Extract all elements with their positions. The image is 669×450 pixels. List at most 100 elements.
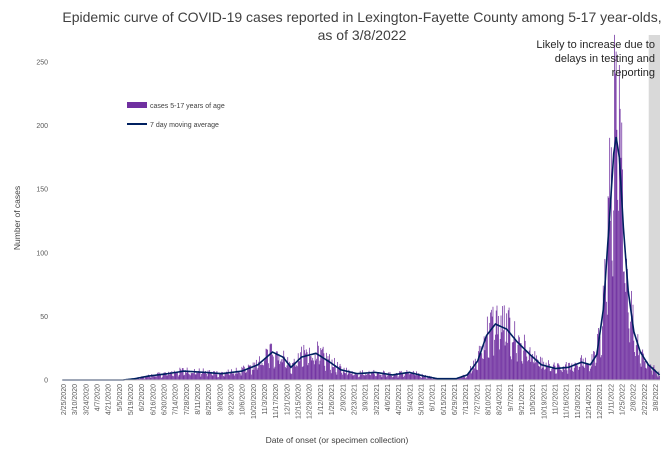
daily-case-bar — [612, 276, 614, 380]
daily-case-bar — [304, 350, 306, 380]
daily-case-bar — [627, 312, 629, 380]
daily-case-bar — [492, 306, 494, 380]
x-tick-label: 2/23/2021 — [351, 384, 358, 415]
daily-case-bar — [175, 372, 177, 380]
daily-case-bar — [281, 362, 283, 380]
x-tick-label: 9/21/2021 — [519, 384, 526, 415]
daily-case-bar — [344, 372, 346, 380]
daily-case-bar — [290, 373, 292, 380]
daily-case-bar — [318, 364, 320, 380]
daily-case-bar — [482, 358, 484, 380]
daily-case-bar — [349, 372, 351, 380]
daily-case-bar — [379, 374, 380, 380]
daily-case-bar — [483, 336, 485, 380]
daily-case-bar — [481, 353, 483, 380]
daily-case-bar — [323, 353, 325, 380]
daily-case-bar — [641, 351, 643, 380]
daily-case-bar — [417, 373, 419, 380]
x-tick-label: 10/6/2020 — [240, 384, 247, 415]
daily-case-bar — [567, 373, 569, 380]
daily-case-bar — [272, 356, 274, 380]
daily-case-bar — [306, 352, 308, 380]
daily-case-bar — [533, 363, 535, 380]
x-tick-label: 7/14/2020 — [173, 384, 180, 415]
daily-case-bar — [465, 378, 466, 380]
daily-case-bar — [335, 372, 337, 380]
daily-case-bar — [218, 377, 219, 380]
daily-case-bar — [516, 361, 518, 380]
daily-case-bar — [229, 375, 231, 380]
x-tick-label: 9/22/2020 — [229, 384, 236, 415]
incomplete-data-shade — [648, 35, 660, 380]
daily-case-bar — [635, 356, 636, 380]
daily-case-bar — [342, 371, 344, 380]
y-tick-label: 100 — [36, 250, 48, 257]
daily-case-bar — [320, 348, 322, 380]
daily-case-bar — [187, 371, 189, 380]
daily-case-bar — [504, 345, 506, 380]
daily-case-bar — [571, 363, 573, 380]
x-tick-label: 1/26/2021 — [329, 384, 336, 415]
daily-case-bar — [470, 365, 471, 380]
daily-case-bar — [398, 376, 400, 380]
daily-case-bar — [292, 362, 294, 380]
daily-case-bar — [495, 334, 496, 380]
daily-case-bar — [462, 374, 464, 380]
daily-case-bar — [415, 375, 417, 380]
annotation-line-1: Likely to increase due to — [536, 39, 655, 51]
daily-case-bar — [145, 377, 147, 380]
daily-case-bar — [489, 322, 491, 380]
daily-case-bar — [476, 369, 478, 380]
daily-case-bar — [272, 354, 273, 380]
daily-case-bar — [651, 370, 652, 380]
daily-case-bar — [394, 374, 396, 380]
daily-case-bar — [350, 373, 352, 380]
daily-case-bar — [140, 376, 142, 380]
daily-case-bar — [144, 377, 146, 380]
daily-case-bar — [363, 374, 364, 380]
daily-case-bar — [361, 372, 363, 380]
daily-case-bar — [178, 374, 180, 380]
daily-case-bar — [507, 310, 509, 380]
daily-case-bar — [548, 360, 549, 380]
daily-case-bar — [488, 357, 490, 380]
daily-case-bar — [305, 349, 307, 380]
y-tick-label: 0 — [44, 378, 48, 385]
daily-case-bar — [617, 199, 619, 380]
daily-case-bar — [460, 377, 462, 380]
daily-case-bar — [528, 350, 530, 380]
daily-case-bar — [475, 361, 477, 380]
daily-case-bar — [305, 353, 306, 380]
daily-case-bar — [466, 377, 467, 380]
daily-case-bar — [626, 258, 627, 380]
daily-case-bar — [501, 332, 503, 380]
daily-case-bar — [491, 316, 493, 380]
annotation-line-2: delays in testing and — [555, 53, 655, 65]
daily-case-bar — [509, 317, 511, 380]
daily-case-bar — [172, 375, 174, 380]
daily-case-bar — [404, 373, 406, 380]
daily-case-bar — [183, 375, 185, 380]
x-tick-label: 4/21/2020 — [106, 384, 113, 415]
daily-case-bar — [537, 359, 539, 380]
daily-case-bar — [546, 366, 548, 380]
daily-case-bar — [243, 366, 245, 380]
daily-case-bar — [412, 370, 414, 380]
daily-case-bar — [315, 360, 317, 380]
daily-case-bar — [554, 365, 556, 380]
daily-case-bar — [365, 372, 367, 380]
x-tick-label: 4/6/2021 — [385, 384, 392, 411]
daily-case-bar — [167, 375, 169, 380]
daily-case-bar — [230, 372, 231, 380]
daily-case-bar — [245, 372, 247, 380]
daily-case-bar — [418, 373, 420, 380]
daily-case-bar — [356, 374, 358, 380]
x-tick-label: 2/9/2021 — [340, 384, 347, 411]
daily-case-bar — [539, 366, 541, 380]
daily-case-bar — [237, 371, 239, 380]
x-tick-label: 5/19/2020 — [128, 384, 135, 415]
daily-case-bar — [236, 373, 238, 380]
daily-case-bar — [185, 372, 187, 380]
daily-case-bar — [354, 374, 355, 380]
daily-case-bar — [581, 355, 582, 380]
